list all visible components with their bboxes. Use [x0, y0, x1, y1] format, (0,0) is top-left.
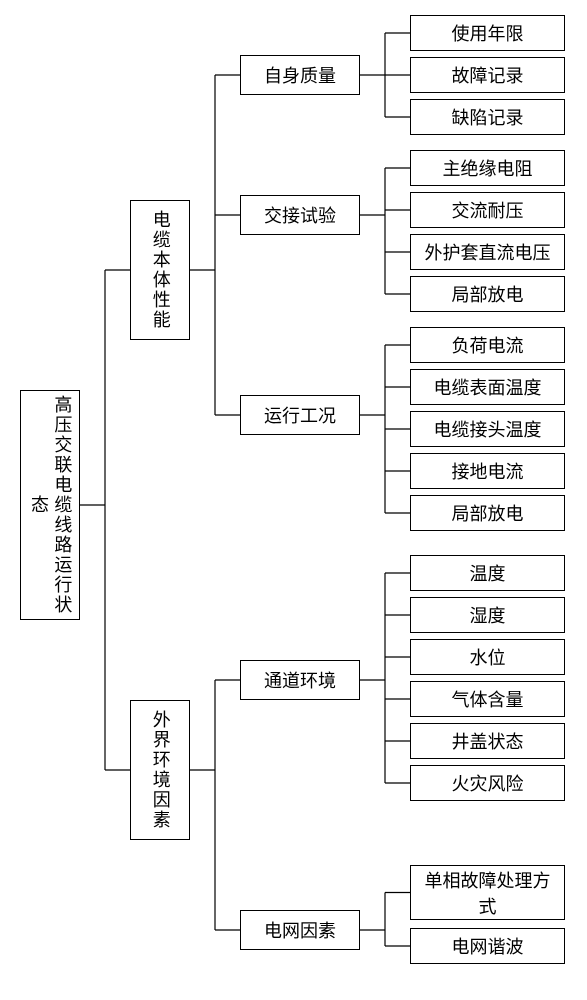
root-node: 高压交联电缆线路运行状态 [20, 390, 80, 620]
level3-node-label: 交接试验 [264, 202, 336, 228]
leaf-node: 火灾风险 [410, 765, 565, 801]
leaf-node: 电网谐波 [410, 928, 565, 964]
leaf-node-label: 使用年限 [452, 20, 524, 46]
leaf-node: 缺陷记录 [410, 99, 565, 135]
leaf-node-label: 湿度 [470, 602, 506, 628]
leaf-node: 单相故障处理方式 [410, 865, 565, 920]
leaf-node-label: 交流耐压 [452, 197, 524, 223]
leaf-node-label: 火灾风险 [452, 770, 524, 796]
leaf-node: 湿度 [410, 597, 565, 633]
level2-node: 电缆本体性能 [130, 200, 190, 340]
leaf-node: 主绝缘电阻 [410, 150, 565, 186]
leaf-node-label: 井盖状态 [452, 728, 524, 754]
leaf-node: 电缆表面温度 [410, 369, 565, 405]
leaf-node: 交流耐压 [410, 192, 565, 228]
root-node-label: 高压交联电缆线路运行状态 [27, 395, 74, 615]
leaf-node-label: 接地电流 [452, 458, 524, 484]
leaf-node: 井盖状态 [410, 723, 565, 759]
level3-node-label: 运行工况 [264, 402, 336, 428]
level3-node: 通道环境 [240, 660, 360, 700]
leaf-node-label: 电缆接头温度 [434, 416, 542, 442]
level3-node: 自身质量 [240, 55, 360, 95]
level2-node-label: 外界环境因素 [148, 710, 171, 830]
leaf-node-label: 水位 [470, 644, 506, 670]
leaf-node-label: 局部放电 [452, 281, 524, 307]
level3-node-label: 通道环境 [264, 667, 336, 693]
leaf-node-label: 故障记录 [452, 62, 524, 88]
leaf-node: 水位 [410, 639, 565, 675]
leaf-node-label: 缺陷记录 [452, 104, 524, 130]
leaf-node-label: 温度 [470, 560, 506, 586]
leaf-node-label: 电缆表面温度 [434, 374, 542, 400]
leaf-node-label: 负荷电流 [452, 332, 524, 358]
leaf-node: 局部放电 [410, 495, 565, 531]
leaf-node: 温度 [410, 555, 565, 591]
level3-node: 电网因素 [240, 910, 360, 950]
level3-node: 运行工况 [240, 395, 360, 435]
leaf-node: 电缆接头温度 [410, 411, 565, 447]
level2-node-label: 电缆本体性能 [148, 210, 171, 330]
leaf-node: 气体含量 [410, 681, 565, 717]
level3-node-label: 自身质量 [264, 62, 336, 88]
leaf-node: 故障记录 [410, 57, 565, 93]
leaf-node-label: 主绝缘电阻 [443, 155, 533, 181]
leaf-node: 使用年限 [410, 15, 565, 51]
leaf-node-label: 单相故障处理方式 [417, 867, 558, 919]
level2-node: 外界环境因素 [130, 700, 190, 840]
level3-node: 交接试验 [240, 195, 360, 235]
leaf-node-label: 局部放电 [452, 500, 524, 526]
leaf-node-label: 电网谐波 [452, 933, 524, 959]
leaf-node-label: 外护套直流电压 [425, 239, 551, 265]
level3-node-label: 电网因素 [264, 917, 336, 943]
leaf-node-label: 气体含量 [452, 686, 524, 712]
leaf-node: 负荷电流 [410, 327, 565, 363]
leaf-node: 接地电流 [410, 453, 565, 489]
leaf-node: 局部放电 [410, 276, 565, 312]
leaf-node: 外护套直流电压 [410, 234, 565, 270]
